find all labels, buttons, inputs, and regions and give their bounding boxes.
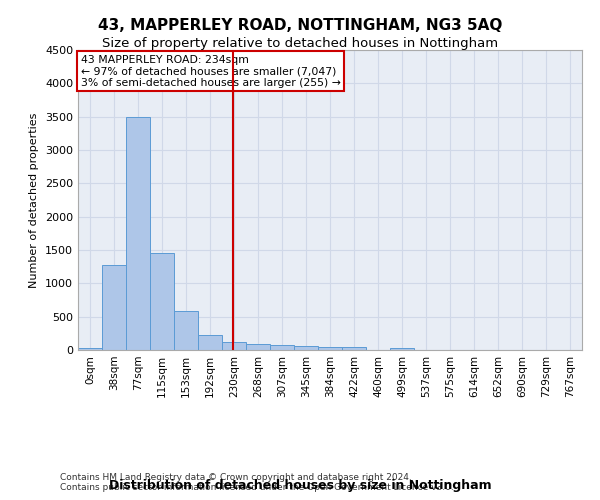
Bar: [294, 346, 318, 350]
Text: 43, MAPPERLEY ROAD, NOTTINGHAM, NG3 5AQ: 43, MAPPERLEY ROAD, NOTTINGHAM, NG3 5AQ: [98, 18, 502, 32]
Bar: [126, 116, 150, 350]
Bar: [198, 334, 222, 350]
Bar: [246, 344, 270, 350]
Bar: [318, 347, 342, 350]
Bar: [342, 348, 366, 350]
Text: Contains HM Land Registry data © Crown copyright and database right 2024.
Contai: Contains HM Land Registry data © Crown c…: [60, 472, 454, 492]
Bar: [150, 252, 174, 350]
Text: Distribution of detached houses by size in Nottingham: Distribution of detached houses by size …: [109, 480, 491, 492]
Bar: [222, 342, 246, 350]
Bar: [270, 346, 294, 350]
Bar: [390, 348, 414, 350]
Y-axis label: Number of detached properties: Number of detached properties: [29, 112, 40, 288]
Bar: [78, 348, 102, 350]
Bar: [174, 312, 198, 350]
Text: 43 MAPPERLEY ROAD: 234sqm
← 97% of detached houses are smaller (7,047)
3% of sem: 43 MAPPERLEY ROAD: 234sqm ← 97% of detac…: [80, 54, 340, 88]
Text: Size of property relative to detached houses in Nottingham: Size of property relative to detached ho…: [102, 38, 498, 51]
Bar: [102, 264, 126, 350]
